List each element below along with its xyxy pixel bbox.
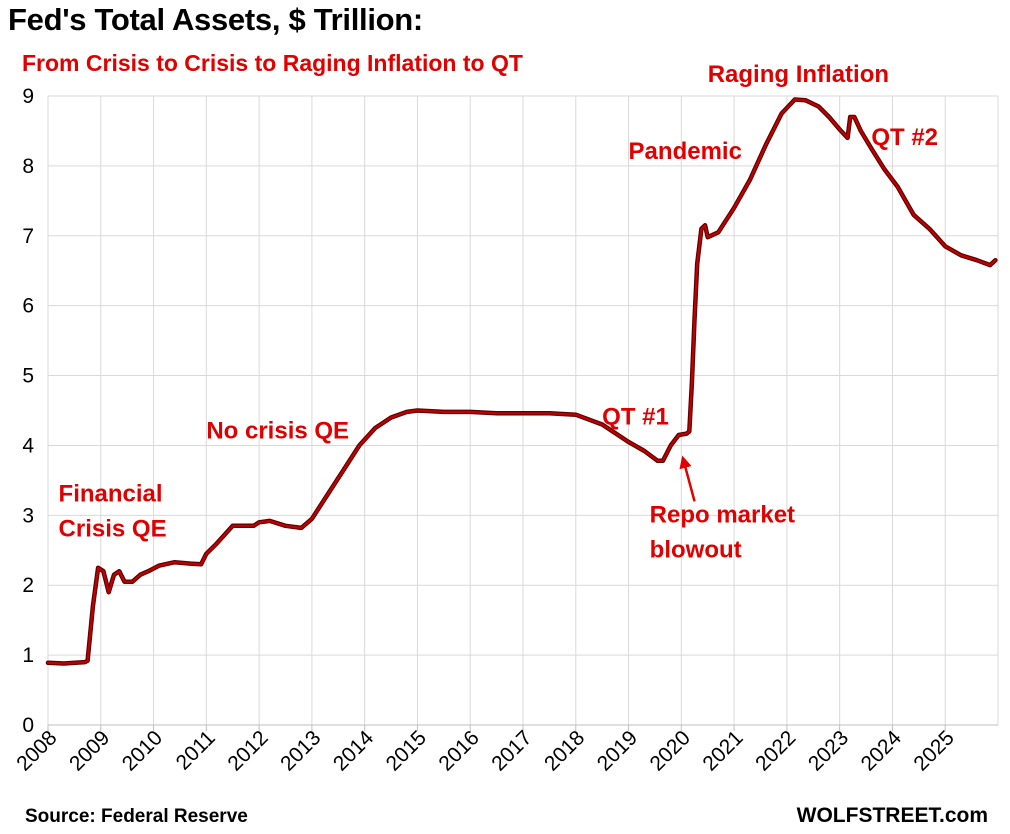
annotation-label: Crisis QE — [59, 515, 167, 542]
x-tick-label: 2012 — [223, 726, 272, 775]
x-tick-label: 2010 — [118, 726, 167, 775]
x-tick-label: 2013 — [276, 726, 325, 775]
annotation-label: No crisis QE — [206, 417, 349, 444]
x-tick-label: 2018 — [540, 726, 589, 775]
chart-title: Fed's Total Assets, $ Trillion: — [8, 2, 423, 37]
annotation-label: Pandemic — [629, 138, 742, 165]
y-tick-labels: 0 1 2 3 4 5 6 7 8 9 — [22, 85, 34, 737]
x-tick-label: 2024 — [857, 726, 907, 776]
x-tick-label: 2020 — [646, 726, 695, 775]
x-tick-label: 2015 — [382, 726, 431, 775]
x-tick-label: 2021 — [698, 726, 747, 775]
y-tick-label: 6 — [22, 295, 34, 318]
x-tick-label: 2009 — [65, 726, 114, 775]
x-tick-label: 2017 — [487, 726, 536, 775]
annotation-label: Raging Inflation — [708, 61, 889, 88]
annotation-arrow — [679, 455, 696, 502]
brand-watermark: WOLFSTREET.com — [796, 804, 988, 827]
series-line-outline — [45, 97, 998, 666]
y-tick-label: 7 — [22, 225, 34, 248]
series-line — [46, 98, 997, 665]
annotation-label: QT #2 — [871, 124, 938, 151]
annotation-label: Financial — [59, 480, 163, 507]
series-group — [45, 97, 998, 666]
y-tick-label: 9 — [22, 85, 34, 108]
x-tick-label: 2023 — [804, 726, 853, 775]
y-tick-label: 5 — [22, 365, 34, 388]
source-note: Source: Federal Reserve — [25, 806, 248, 827]
x-tick-label: 2022 — [751, 726, 800, 775]
x-tick-label: 2025 — [909, 726, 958, 775]
grid-lines — [47, 95, 999, 725]
y-tick-label: 4 — [22, 434, 34, 457]
annotations: Financial Crisis QE No crisis QE QT #1 Repo … — [59, 61, 938, 563]
y-tick-label: 2 — [22, 574, 34, 597]
x-tick-label: 2014 — [329, 726, 379, 776]
y-tick-label: 0 — [22, 714, 34, 737]
x-tick-label: 2011 — [172, 726, 220, 774]
x-tick-label: 2016 — [434, 726, 483, 775]
axes — [47, 724, 998, 731]
annotation-label: blowout — [650, 536, 742, 563]
y-tick-label: 3 — [22, 504, 34, 527]
chart-subtitle: From Crisis to Crisis to Raging Inflatio… — [22, 50, 523, 76]
x-tick-label: 2019 — [593, 726, 642, 775]
y-tick-label: 1 — [22, 644, 34, 667]
annotation-label: Repo market — [650, 501, 795, 528]
annotation-label: QT #1 — [602, 403, 669, 430]
y-tick-label: 8 — [22, 155, 34, 178]
x-tick-labels: 2008 2009 2010 2011 2012 2013 2014 2015 2016 2017… — [12, 726, 959, 776]
x-tick-label: 2008 — [12, 726, 61, 775]
